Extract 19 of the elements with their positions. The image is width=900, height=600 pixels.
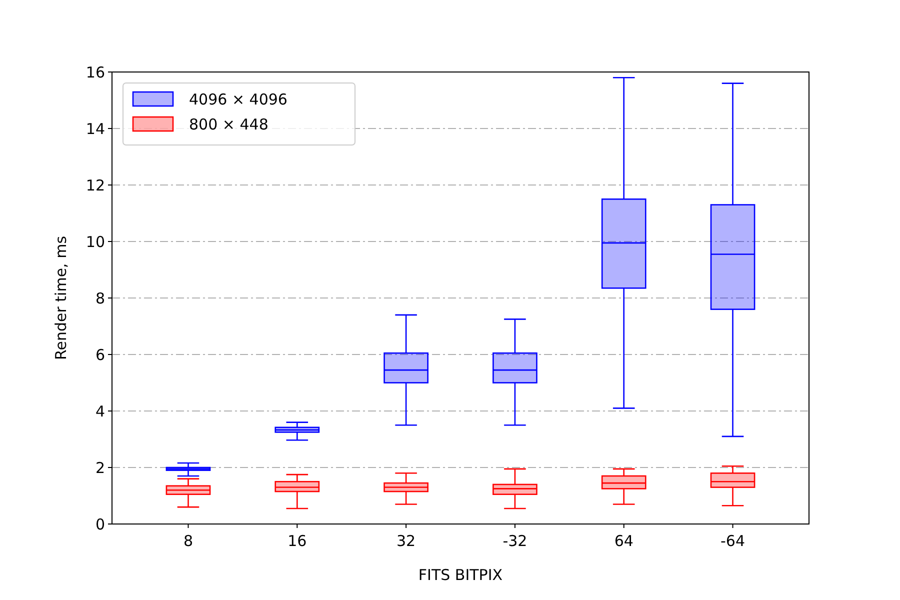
y-tick-label: 10	[86, 232, 105, 251]
y-tick-label: 8	[95, 289, 105, 308]
x-tick-label: -32	[502, 532, 528, 550]
y-tick-label: 0	[95, 515, 105, 534]
legend-label: 4096 × 4096	[189, 90, 288, 108]
x-axis-title: FITS BITPIX	[418, 566, 503, 584]
y-tick-label: 4	[95, 402, 105, 420]
y-tick-label: 6	[95, 346, 105, 364]
y-tick-label: 16	[86, 63, 105, 82]
x-tick-label: 32	[396, 532, 416, 550]
x-tick-label: 16	[288, 532, 307, 550]
y-tick-label: 2	[95, 458, 105, 477]
y-axis-title: Render time, ms	[52, 236, 70, 360]
x-tick-label: 64	[614, 532, 634, 550]
x-tick-label: 8	[183, 532, 194, 550]
legend-label: 800 × 448	[189, 115, 268, 134]
y-tick-label: 12	[86, 176, 105, 194]
y-tick-label: 14	[86, 120, 105, 138]
x-tick-label: -64	[720, 532, 746, 550]
